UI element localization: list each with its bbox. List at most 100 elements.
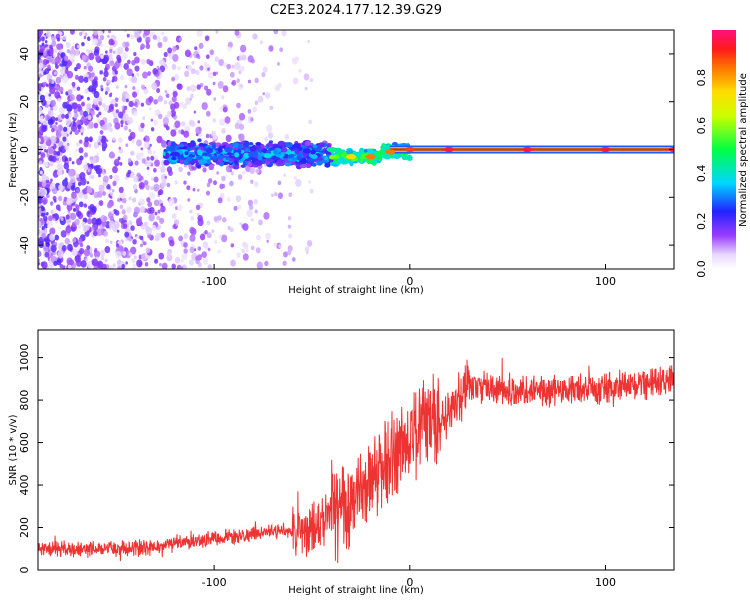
spectrogram-cell — [207, 178, 213, 184]
spectrogram-cell — [151, 224, 157, 231]
y-tick-label: 800 — [18, 390, 31, 411]
spectrogram-cell — [56, 157, 60, 161]
spectrogram-cell — [173, 101, 180, 109]
spectrogram-cell — [116, 85, 119, 89]
spectrogram-cell — [49, 220, 54, 227]
spectrogram-cell — [133, 175, 139, 183]
colorbar-tick-label: 0.0 — [695, 260, 708, 278]
spectrogram-cell — [118, 218, 123, 223]
spectrogram-cell — [63, 126, 68, 132]
spectrogram-cell — [240, 84, 243, 88]
spectrogram-cell — [299, 163, 308, 169]
spectrogram-cell — [178, 166, 183, 173]
spectrogram-cell — [55, 121, 58, 125]
spectrogram-cell — [401, 155, 407, 161]
spectrogram-cell — [211, 143, 217, 150]
spectrogram-cell — [186, 86, 191, 91]
spectrogram-cell — [98, 101, 102, 106]
spectrogram-cell — [325, 151, 332, 155]
spectrogram-cell — [236, 252, 241, 259]
spectrogram-cell — [74, 74, 80, 80]
spectrogram-cell — [75, 173, 80, 178]
spectrogram-cell — [64, 68, 69, 74]
spectrogram-cell — [115, 250, 122, 259]
spectrogram-cell — [83, 193, 88, 200]
spectrogram-cell — [102, 124, 108, 131]
spectrogram-cell — [121, 52, 128, 61]
spectrogram-cell — [148, 191, 156, 200]
spectrogram-cell — [158, 224, 162, 229]
spectrogram-cell — [197, 218, 204, 227]
spectrogram-cell — [82, 226, 88, 233]
spectrogram-cell — [106, 202, 113, 209]
spectrogram-cell — [42, 50, 47, 56]
spectrogram-cell — [277, 140, 286, 147]
spectrogram-cell — [301, 142, 306, 146]
spectrogram-cell — [47, 118, 54, 126]
spectrogram-cell — [117, 57, 122, 64]
spectrogram-cell — [83, 65, 87, 70]
spectrogram-cell — [207, 247, 211, 252]
spectrogram-cell — [46, 30, 50, 33]
spectrogram-cell — [58, 86, 64, 93]
spectrogram-cell — [65, 225, 72, 234]
spectrogram-cell — [146, 197, 151, 203]
spectrogram-cell — [192, 187, 196, 192]
spectrogram-cell — [172, 54, 179, 62]
spectrogram-cell — [43, 71, 47, 75]
spectrogram-cell — [109, 175, 113, 179]
spectrogram-cell — [242, 241, 247, 248]
spectrogram-cell — [242, 253, 249, 261]
spectrogram-cell — [367, 148, 372, 153]
spectrogram-cell — [134, 65, 140, 72]
spectrogram-cell — [246, 209, 253, 218]
spectrogram-cell — [231, 79, 237, 86]
spectrogram-cell — [128, 128, 132, 133]
spectrogram-cell — [104, 91, 108, 95]
spectrogram-cell — [259, 40, 263, 44]
spectrogram-cell — [114, 103, 118, 108]
spectrogram-cell — [254, 209, 258, 214]
spectrogram-cell — [157, 41, 163, 49]
spectrogram-cell — [203, 85, 209, 91]
spectrogram-cell — [238, 70, 242, 75]
spectrogram-cell — [135, 236, 139, 240]
spectrogram-cell — [45, 212, 49, 216]
spectrogram-cell — [44, 237, 48, 242]
spectrogram-cell — [64, 144, 69, 151]
spectrogram-y-ticks: 40 20 0 -20 -40 — [18, 47, 674, 254]
spectrogram-cell — [248, 142, 254, 146]
y-tick-label: 40 — [18, 47, 31, 61]
spectrogram-cell — [266, 124, 273, 133]
spectrogram-cell — [66, 104, 73, 112]
spectrogram-cell — [196, 30, 203, 38]
spectrogram-cell — [170, 109, 177, 117]
spectrogram-cell — [128, 220, 133, 226]
spectrogram-cell — [93, 122, 99, 129]
spectrogram-cell — [333, 158, 339, 164]
spectrogram-cell — [56, 37, 61, 42]
x-tick-label: -100 — [202, 275, 227, 288]
spectrogram-cell — [83, 203, 88, 208]
spectrogram-cell — [96, 113, 100, 118]
spectrogram-cell — [121, 209, 126, 215]
spectrogram-cell — [92, 230, 98, 237]
spectrogram-cell — [122, 109, 126, 114]
spectrogram-cell — [250, 117, 254, 122]
spectrogram-cell — [79, 155, 84, 161]
spectrogram-cell — [104, 67, 108, 72]
spectrogram-cell — [244, 154, 249, 159]
spectrogram-cell — [54, 169, 58, 174]
spectrogram-cell — [101, 56, 109, 65]
spectrogram-point — [169, 151, 180, 157]
spectrogram-cell — [50, 252, 54, 256]
spectrogram-cell — [44, 40, 48, 44]
spectrogram-cell — [172, 90, 178, 98]
snr-y-axis-label: SNR (10 * v/v) — [8, 414, 19, 485]
spectrogram-cell — [92, 30, 98, 36]
spectrogram-cell — [217, 159, 223, 164]
spectrogram-cell — [295, 178, 302, 187]
spectrogram-cell — [399, 143, 408, 147]
spectrogram-cell — [90, 72, 95, 78]
spectrogram-cell — [153, 155, 158, 161]
